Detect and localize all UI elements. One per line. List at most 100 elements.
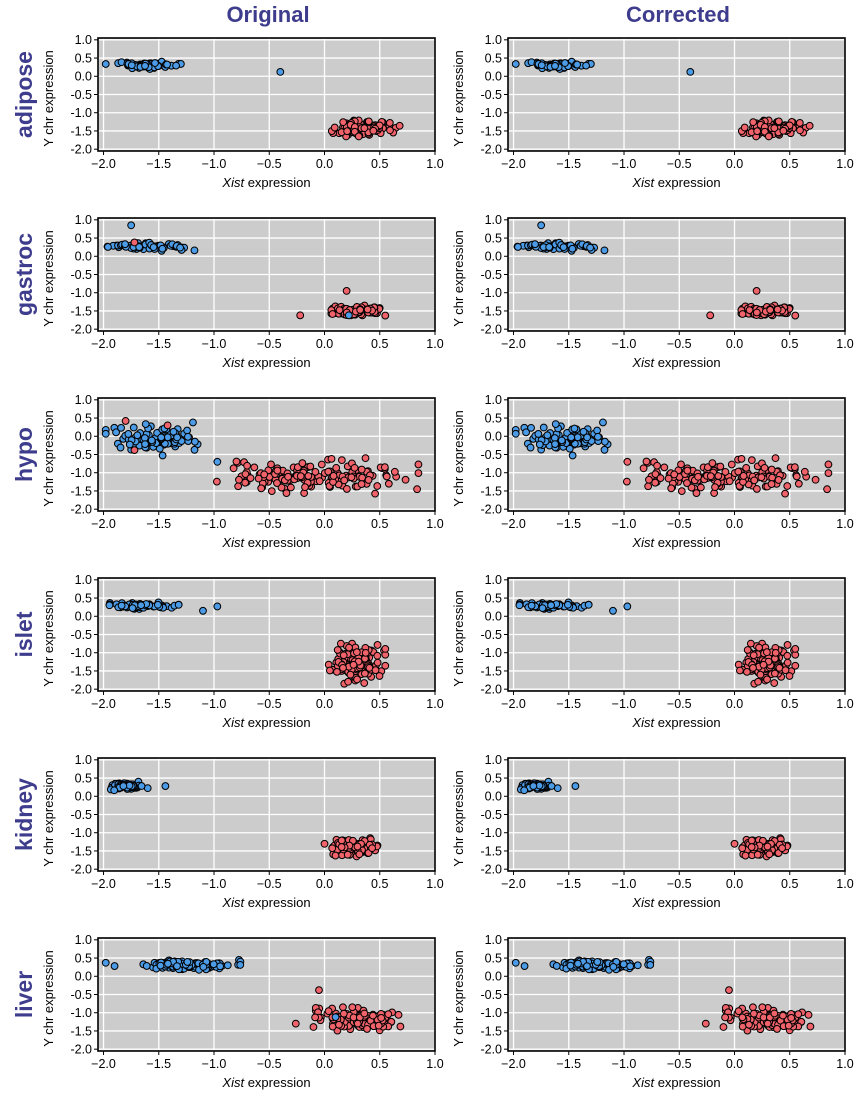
point-female <box>622 477 631 486</box>
y-tick-label: -1.5 <box>70 844 92 858</box>
point-male <box>511 958 520 967</box>
point-female <box>291 1019 300 1028</box>
point-female <box>260 470 269 479</box>
point-female <box>734 467 743 476</box>
y-tick-label: -2.0 <box>70 502 92 516</box>
point-female <box>804 1010 813 1019</box>
y-tick-label: -1.5 <box>480 1024 502 1038</box>
point-female <box>356 306 365 314</box>
point-male <box>568 244 577 253</box>
point-female <box>790 463 799 472</box>
point-male <box>101 60 110 68</box>
point-female <box>787 1014 796 1022</box>
point-female <box>660 463 669 472</box>
point-male <box>155 444 164 453</box>
point-male <box>686 68 695 76</box>
point-male <box>161 782 170 790</box>
point-female <box>358 473 367 482</box>
point-female <box>309 1023 318 1031</box>
x-tick-label: −0.5 <box>257 337 282 351</box>
point-female <box>770 669 779 678</box>
point-female <box>746 639 755 648</box>
point-male <box>147 436 156 445</box>
point-female <box>363 305 372 314</box>
y-tick-label: 0.5 <box>485 591 502 605</box>
point-female <box>794 1010 803 1019</box>
point-female <box>760 463 769 472</box>
y-tick-label: -2.0 <box>480 322 502 336</box>
y-tick-label: -1.5 <box>480 844 502 858</box>
point-female <box>234 482 243 491</box>
point-male <box>158 244 167 253</box>
point-male <box>547 601 555 610</box>
point-male <box>594 432 602 441</box>
panel-kidney-original: 1.0 0.5 0.0 -0.5 -1.0 -1.5 -2.0−2.0 −1.5 −1.0 −0.… <box>41 753 444 910</box>
point-female <box>747 456 756 465</box>
point-female <box>792 472 801 481</box>
x-axis-label: Xist expression <box>631 175 720 190</box>
point-female <box>212 477 221 486</box>
point-male <box>514 243 522 251</box>
point-male <box>184 432 192 441</box>
point-male <box>164 959 172 968</box>
point-female <box>766 306 775 314</box>
point-female <box>349 660 358 669</box>
point-female <box>353 842 362 851</box>
point-female <box>298 459 307 468</box>
point-male <box>199 606 207 615</box>
point-female <box>754 677 763 686</box>
point-female <box>241 478 250 487</box>
x-axis-label: Xist expression <box>221 895 310 910</box>
point-male <box>529 782 538 790</box>
y-tick-label: -1.0 <box>480 826 502 840</box>
point-female <box>740 123 749 132</box>
point-male <box>101 429 110 438</box>
y-tick-label: 0.0 <box>485 790 502 804</box>
x-tick-label: −0.5 <box>667 517 692 531</box>
y-tick-label: 0.5 <box>75 951 92 965</box>
point-female <box>130 238 139 247</box>
point-male <box>626 962 635 971</box>
point-female <box>357 480 366 488</box>
point-female <box>360 124 369 133</box>
point-female <box>337 456 346 465</box>
point-female <box>342 287 351 295</box>
y-tick-label: -1.0 <box>480 286 502 300</box>
point-female <box>806 1022 815 1031</box>
point-female <box>352 648 361 657</box>
x-tick-label: −1.0 <box>202 157 227 171</box>
x-tick-label: −1.0 <box>612 697 637 711</box>
y-tick-label: 0.0 <box>75 430 92 444</box>
point-female <box>347 473 356 482</box>
x-axis-label: Xist expression <box>631 715 720 730</box>
point-female <box>752 308 761 317</box>
panel-gastroc-original: 1.0 0.5 0.0 -0.5 -1.0 -1.5 -2.0−2.0 −1.5 −1.0 −0.… <box>41 213 444 370</box>
point-male <box>156 961 165 970</box>
point-female <box>373 658 382 667</box>
point-female <box>350 463 359 472</box>
point-female <box>339 1003 347 1012</box>
point-female <box>371 666 380 675</box>
point-female <box>353 1019 362 1028</box>
point-male <box>600 445 609 454</box>
point-male <box>583 962 591 970</box>
point-female <box>267 460 275 469</box>
point-female <box>738 1022 747 1031</box>
point-female <box>785 672 794 680</box>
points <box>511 57 814 141</box>
x-tick-label: 0.0 <box>726 877 743 891</box>
point-female <box>273 479 281 487</box>
points <box>101 417 423 498</box>
x-tick-label: 0.5 <box>781 337 798 351</box>
point-female <box>361 454 370 463</box>
y-tick-label: -0.5 <box>70 988 92 1002</box>
y-tick-label: -0.5 <box>70 448 92 462</box>
y-axis-label: Y chr expression <box>41 410 56 507</box>
x-tick-label: −0.5 <box>667 697 692 711</box>
point-male <box>551 61 559 70</box>
point-female <box>335 1020 343 1029</box>
x-tick-label: −2.0 <box>91 157 116 171</box>
point-male <box>545 243 554 251</box>
point-female <box>768 473 777 482</box>
point-female <box>315 986 323 995</box>
